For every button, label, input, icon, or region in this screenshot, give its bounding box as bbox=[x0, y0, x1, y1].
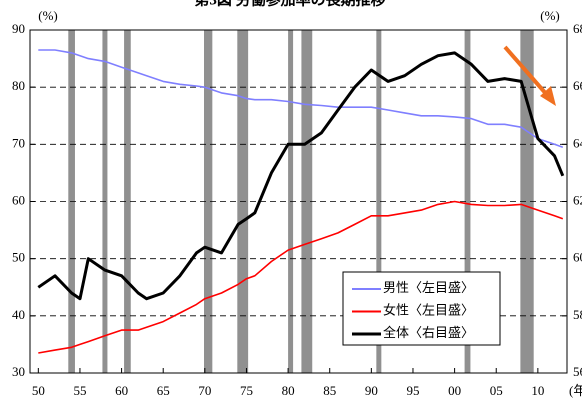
lines bbox=[37, 49, 565, 354]
x-tick-label: 80 bbox=[282, 383, 295, 398]
recession-band bbox=[301, 30, 313, 373]
y2-tick-label: 68 bbox=[573, 21, 582, 36]
trend-arrow bbox=[503, 45, 550, 98]
y2-tick-label: 62 bbox=[573, 192, 582, 207]
x-tick-label: 95 bbox=[406, 383, 419, 398]
trend-arrow-head bbox=[540, 86, 556, 106]
y-tick-label: 80 bbox=[12, 78, 25, 93]
chart-title: 第3図 労働参加率の長期推移 bbox=[194, 0, 385, 8]
legend-label: 男性〈左目盛〉 bbox=[383, 280, 474, 295]
y2-tick-label: 58 bbox=[573, 307, 582, 322]
y-tick-label: 70 bbox=[12, 135, 25, 150]
series-line bbox=[38, 200, 564, 354]
series-line bbox=[38, 49, 564, 148]
recession-band bbox=[376, 30, 382, 373]
y-tick-label: 40 bbox=[12, 307, 25, 322]
y2-tick-label: 56 bbox=[573, 364, 582, 379]
y-tick-label: 60 bbox=[12, 192, 25, 207]
x-tick-label: 55 bbox=[73, 383, 86, 398]
y2-tick-label: 66 bbox=[573, 78, 582, 93]
axes: 30 40 50 60 70 80 90 56 58 60 62 64 66 68 50 55 60 65 70 75… bbox=[12, 21, 582, 398]
y-axis-label: (%) bbox=[38, 8, 58, 23]
x-tick-label: 75 bbox=[240, 383, 253, 398]
series-line bbox=[37, 51, 565, 301]
x-tick-label: 00 bbox=[448, 383, 461, 398]
recession-band bbox=[464, 30, 471, 373]
y2-axis-label: (%) bbox=[540, 8, 560, 23]
x-tick-label: 65 bbox=[157, 383, 170, 398]
legend-label: 女性〈左目盛〉 bbox=[383, 302, 474, 317]
legend-label: 全体〈右目盛〉 bbox=[383, 325, 474, 340]
legend: 男性〈左目盛〉女性〈左目盛〉全体〈右目盛〉 bbox=[352, 280, 474, 340]
y-tick-label: 90 bbox=[12, 21, 25, 36]
x-tick-label: 50 bbox=[32, 383, 45, 398]
y2-tick-label: 60 bbox=[573, 250, 582, 265]
recession-band bbox=[204, 30, 213, 373]
x-tick-label: 70 bbox=[198, 383, 211, 398]
x-axis-label: (年) bbox=[569, 383, 582, 398]
x-tick-label: 60 bbox=[115, 383, 128, 398]
x-tick-label: 10 bbox=[531, 383, 544, 398]
y2-tick-label: 64 bbox=[573, 135, 582, 150]
x-tick-label: 85 bbox=[323, 383, 336, 398]
x-tick-label: 90 bbox=[365, 383, 378, 398]
y-tick-label: 30 bbox=[12, 364, 25, 379]
recession-band bbox=[124, 30, 131, 373]
y-tick-label: 50 bbox=[12, 250, 25, 265]
x-tick-label: 05 bbox=[490, 383, 503, 398]
